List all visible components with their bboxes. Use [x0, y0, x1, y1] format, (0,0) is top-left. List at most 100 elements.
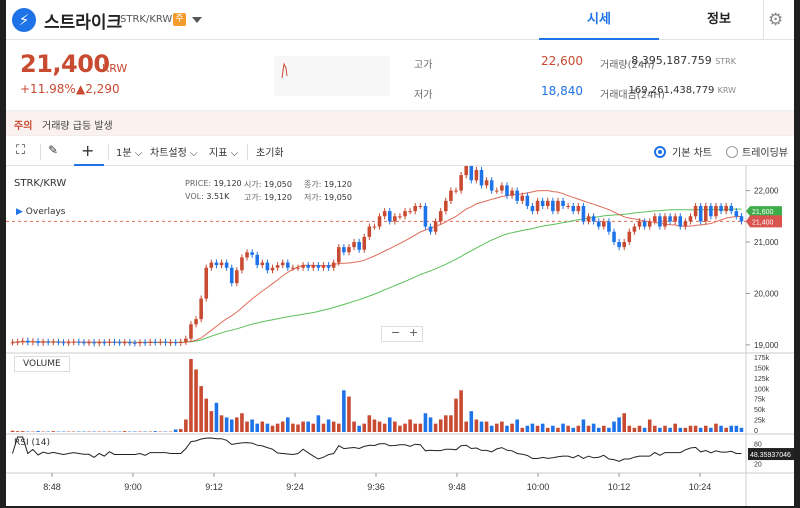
candle — [26, 340, 30, 343]
candle — [714, 206, 718, 217]
candle — [637, 221, 642, 227]
volume-bar — [586, 425, 591, 432]
tradingview-radio[interactable] — [726, 146, 738, 158]
tab-info[interactable]: 정보 — [707, 12, 731, 27]
zoom-in-button[interactable]: + — [409, 326, 419, 339]
amount-24h-label: 거래대금(24H) — [600, 90, 665, 101]
volume-bar — [449, 415, 453, 432]
app-frame: ⚡ 스트라이크 STRK/KRW 주 시세 정보 ⚙ 21,400 KRW +1… — [6, 0, 794, 506]
basic-chart-label[interactable]: 기본 차트 — [672, 148, 712, 159]
candle — [153, 341, 158, 343]
volume-bar — [729, 425, 734, 432]
candle — [586, 216, 591, 222]
candle — [10, 342, 15, 344]
candle — [444, 200, 448, 212]
coin-dropdown-icon[interactable] — [192, 17, 202, 23]
current-price-tag — [746, 215, 782, 228]
volume-bar — [653, 425, 657, 432]
candle — [56, 341, 61, 343]
candle — [138, 342, 142, 344]
volume-bar — [698, 427, 703, 432]
candle — [591, 216, 596, 222]
candle — [240, 257, 244, 271]
gear-icon[interactable]: ⚙ — [768, 10, 784, 30]
rsi-value-tag — [748, 448, 794, 461]
volume-bar — [301, 421, 305, 432]
candle — [36, 341, 40, 343]
volume-bar — [622, 413, 626, 432]
tradingview-label[interactable]: 트레이딩뷰 — [742, 148, 788, 159]
crosshair-tab[interactable] — [74, 138, 104, 166]
amount-24h-value: 169,261,438,779 KRW — [628, 85, 736, 96]
indicators-button[interactable]: 지표 ⌵ — [209, 148, 239, 159]
volume-bar — [678, 427, 683, 432]
volume-bar — [306, 421, 310, 432]
candle — [596, 221, 601, 227]
volume-bar — [423, 413, 428, 432]
volume-bar — [632, 427, 637, 432]
crosshair-icon[interactable]: + — [81, 141, 95, 160]
coin-header: ⚡ 스트라이크 STRK/KRW 주 시세 정보 ⚙ — [6, 0, 794, 40]
candle — [382, 211, 387, 217]
volume-bar — [51, 431, 56, 432]
volume-bar — [647, 419, 652, 432]
price-chart[interactable]: 22,000 21,000 20,000 19,000 175k 150k 125k 100k… — [6, 166, 794, 506]
volume-bar — [607, 427, 611, 432]
divider — [108, 144, 109, 160]
candle — [286, 262, 290, 268]
candle — [688, 216, 693, 222]
volume-bar — [413, 423, 418, 432]
candle — [703, 206, 708, 222]
zoom-out-button[interactable]: − — [391, 326, 401, 339]
volume-bar — [199, 386, 203, 432]
pencil-icon[interactable]: ✎ — [48, 143, 59, 157]
interval-select[interactable]: 1분 ⌵ — [116, 148, 143, 159]
candle — [729, 206, 734, 212]
volume-bar — [408, 419, 412, 432]
lightning-icon: ⚡ — [12, 8, 36, 32]
candle — [576, 206, 581, 212]
chart-settings-button[interactable]: 차트설정 ⌵ — [150, 148, 198, 159]
candle — [347, 247, 351, 253]
candle — [168, 342, 173, 344]
fullscreen-icon[interactable]: ⛶ — [16, 143, 26, 158]
volume-bar — [316, 415, 321, 432]
candle — [87, 342, 91, 344]
time-tick-label: 9:24 — [286, 482, 304, 492]
candle — [489, 180, 494, 191]
volume-bar — [530, 423, 535, 432]
candle — [82, 342, 86, 344]
candle — [479, 170, 484, 186]
overlays-toggle[interactable]: ▶ Overlays — [16, 207, 66, 217]
volume-bar — [255, 423, 259, 432]
volume-bar — [545, 427, 550, 432]
candle — [530, 206, 535, 212]
price-tick-label: 20,000 — [754, 289, 779, 298]
zoom-controls: − + — [381, 326, 423, 342]
volume-bar — [204, 398, 209, 432]
ohlc-price: PRICE: 19,120 — [185, 179, 242, 188]
divider — [40, 144, 41, 160]
candle — [255, 254, 259, 266]
candle — [454, 190, 458, 192]
tab-price[interactable]: 시세 — [539, 0, 659, 40]
volume-bar — [184, 419, 188, 432]
volume-bar — [591, 423, 596, 432]
candle — [245, 252, 249, 258]
candle — [515, 190, 519, 201]
candle — [632, 226, 637, 232]
volume-bar — [596, 427, 601, 432]
low-label: 저가 — [414, 90, 433, 101]
reset-button[interactable]: 초기화 — [256, 148, 284, 159]
basic-chart-radio[interactable] — [654, 146, 666, 158]
volume-panel-label: VOLUME — [14, 356, 70, 372]
volume-bar — [245, 421, 249, 432]
candle — [342, 247, 346, 253]
candle — [647, 221, 652, 227]
candle — [178, 341, 183, 343]
candle — [520, 195, 525, 201]
volume-bar — [500, 421, 504, 432]
time-tick-label: 10:12 — [608, 482, 631, 492]
volume-bar — [719, 425, 723, 432]
candle — [214, 262, 219, 266]
